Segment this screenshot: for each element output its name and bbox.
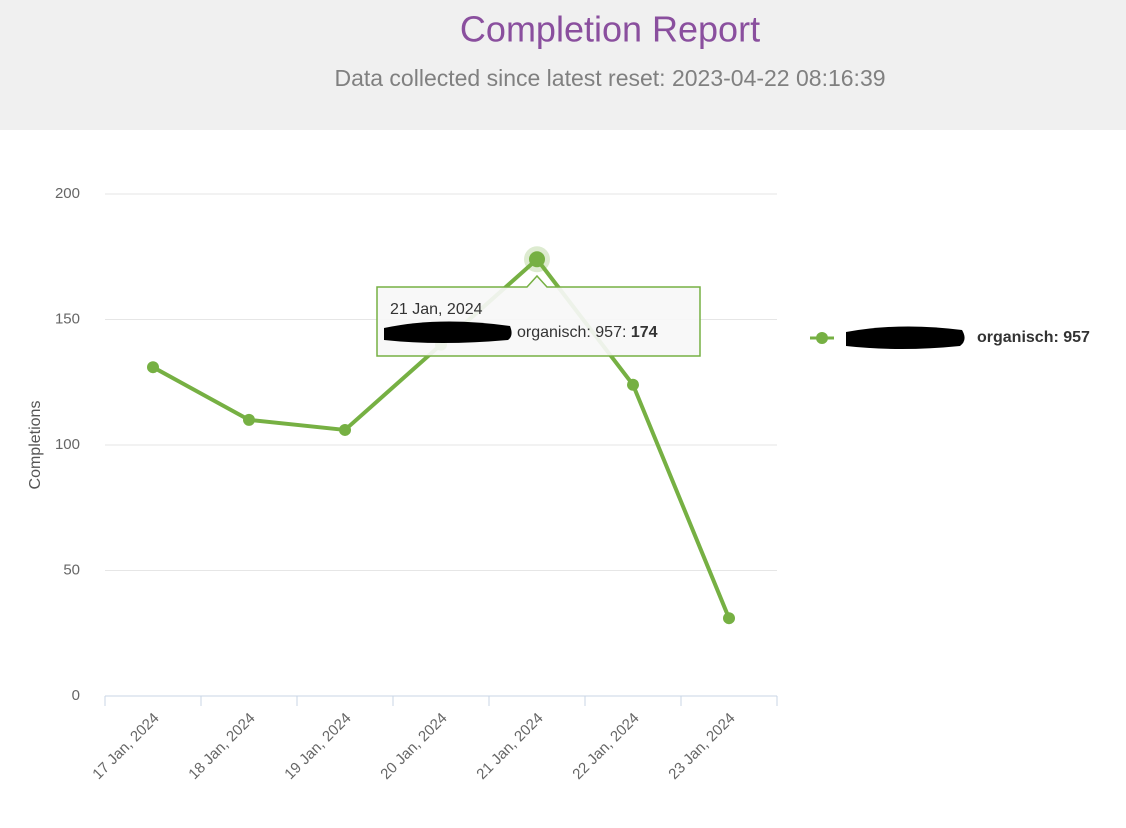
point (243, 413, 255, 426)
tooltip-series-name: organisch: 957 (517, 324, 622, 341)
tooltip-value: 174 (631, 324, 658, 341)
x-tick-label: 18 Jan, 2024 (185, 710, 258, 783)
legend-label: organisch: 957 (977, 329, 1090, 346)
x-tick-label: 23 Jan, 2024 (665, 710, 738, 783)
point (147, 361, 159, 374)
point (529, 251, 545, 268)
title: Completion Report (460, 9, 760, 50)
y-tick-label: 150 (55, 310, 80, 327)
legend-marker (816, 332, 828, 344)
subtitle: Data collected since latest reset: 2023-… (334, 65, 885, 91)
header-band (0, 0, 1126, 130)
tooltip-text: organisch: 957: 174 (517, 324, 658, 341)
y-tick-label: 200 (55, 185, 80, 202)
point (723, 612, 735, 625)
x-tick-label: 22 Jan, 2024 (569, 710, 642, 783)
redaction (846, 326, 965, 349)
y-axis-label: Completions (27, 401, 44, 490)
x-tick-label: 17 Jan, 2024 (89, 710, 162, 783)
y-tick-label: 100 (55, 436, 80, 453)
x-tick-label: 20 Jan, 2024 (377, 710, 450, 783)
tooltip-separator: : (622, 324, 631, 341)
x-tick-label: 21 Jan, 2024 (473, 710, 546, 783)
point (627, 378, 639, 391)
x-tick-label: 19 Jan, 2024 (281, 710, 354, 783)
redaction (384, 321, 512, 343)
y-tick-label: 50 (63, 561, 80, 578)
tooltip-title: 21 Jan, 2024 (390, 301, 483, 318)
y-tick-label: 0 (72, 687, 80, 704)
point (339, 423, 351, 436)
